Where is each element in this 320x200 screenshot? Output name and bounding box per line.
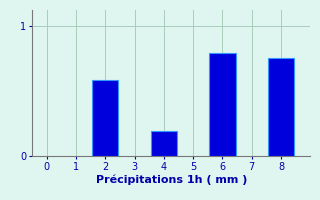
Bar — [209, 53, 236, 156]
Bar — [92, 80, 118, 156]
Bar — [268, 58, 294, 156]
X-axis label: Précipitations 1h ( mm ): Précipitations 1h ( mm ) — [95, 174, 247, 185]
Bar — [151, 131, 177, 156]
